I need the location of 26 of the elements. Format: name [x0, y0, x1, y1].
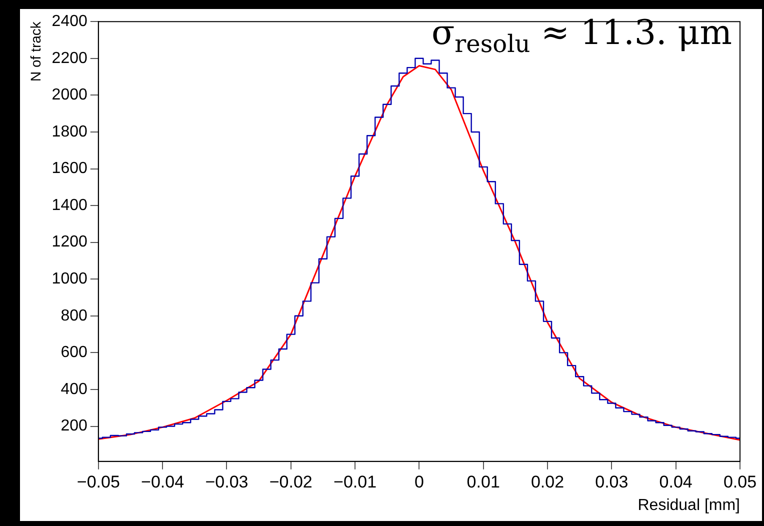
x-tick-label: −0.01 [334, 472, 377, 492]
x-tick-label: −0.02 [269, 472, 312, 492]
y-tick-label: 200 [60, 418, 88, 435]
y-tick-label: 600 [60, 344, 88, 362]
y-tick-label: 400 [60, 380, 88, 398]
x-tick-label: 0.03 [595, 472, 628, 492]
y-tick-label: 2200 [52, 50, 88, 67]
y-tick-label: 1000 [52, 270, 88, 288]
x-tick-label: 0.04 [659, 472, 692, 492]
y-tick-label: 1600 [52, 160, 88, 178]
y-tick-label: 2400 [52, 13, 88, 30]
x-axis-title: Residual [mm] [638, 496, 740, 514]
x-tick-label: −0.05 [76, 472, 120, 492]
x-tick-label: 0.01 [466, 472, 500, 492]
x-tick-label: −0.04 [141, 472, 184, 492]
y-tick-label: 2000 [52, 86, 88, 104]
y-tick-label: 1400 [52, 196, 88, 214]
y-axis-title: N of track [27, 20, 44, 82]
y-tick-label: 1800 [52, 123, 88, 140]
x-tick-label: −0.03 [205, 472, 248, 492]
y-tick-label: 800 [60, 307, 88, 324]
annotation: σ$_{resolu}$ ≈ 11.3. μm [431, 13, 732, 58]
x-tick-label: 0 [414, 472, 424, 492]
x-tick-label: 0.05 [723, 472, 757, 492]
x-tick-label: 0.02 [530, 472, 564, 492]
y-tick-label: 1200 [52, 234, 88, 251]
